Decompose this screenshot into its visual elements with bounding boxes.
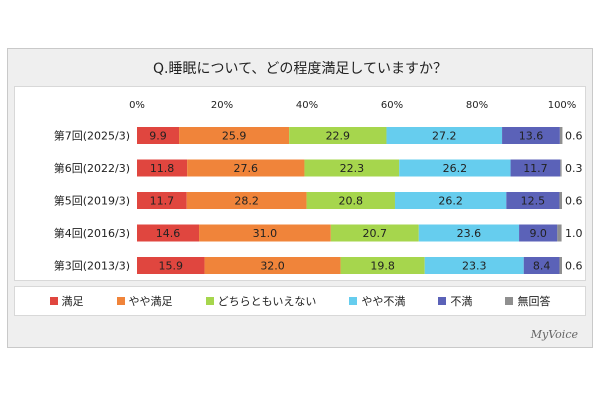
data-label: 22.3 [340,162,365,175]
data-label: 9.0 [529,227,547,240]
bar-segment [204,257,341,274]
chart-title: Q.睡眠について、どの程度満足していますか？ [153,61,447,77]
data-label: 1.0 [565,227,583,240]
bar-segment [418,224,520,242]
data-label: 8.4 [533,260,551,273]
data-label: 15.9 [159,260,184,273]
legend-item: 満足 [49,293,84,309]
plot-area [14,86,586,281]
x-tick-label: 40% [296,100,318,111]
bar-segment [502,127,560,144]
bar-segment [289,127,387,144]
data-label: 27.6 [234,162,259,175]
bar-segment [187,159,305,177]
myvoice-logo: MyVoice [530,328,578,341]
legend-swatch [116,297,125,305]
category-label: 第7回(2025/3) [54,129,130,143]
x-tick-label: 60% [381,100,403,111]
data-label: 26.2 [438,195,463,208]
x-tick-label: 20% [211,100,233,111]
data-label: 27.2 [432,130,457,143]
data-label: 0.6 [565,195,583,208]
bar-segment [340,257,425,274]
bar-segment [137,224,200,242]
data-label: 23.6 [457,227,482,240]
bar-segment [506,192,560,209]
data-label: 11.7 [523,162,548,175]
legend-label: どちらともいえない [217,295,317,308]
data-label: 23.3 [462,260,487,273]
data-label: 28.2 [234,195,259,208]
data-label: 13.6 [519,130,544,143]
data-label: 19.8 [370,260,395,273]
legend-label: 無回答 [517,295,551,308]
bar-segment [559,257,562,274]
category-label: 第3回(2013/3) [54,259,130,273]
bar-segment [137,257,205,274]
data-label: 14.6 [156,227,181,240]
data-label: 0.6 [565,260,583,273]
legend: 満足 やや満足 どちらともいえない やや不満 不満 無回答 [14,286,586,316]
legend-swatch [349,297,358,305]
category-label: 第4回(2016/3) [54,226,130,240]
data-label: 11.8 [150,162,175,175]
data-label: 25.9 [222,130,247,143]
data-label: 11.7 [150,195,175,208]
legend-item: やや不満 [349,293,405,309]
category-label: 第5回(2019/3) [54,194,130,208]
bar-segment [560,159,562,177]
legend-item: やや満足 [116,293,173,309]
bar-segment [306,192,395,209]
data-label: 20.8 [339,195,364,208]
legend-label: やや満足 [128,295,173,308]
bar-segment [424,257,524,274]
legend-swatch [438,297,447,305]
bar-segment [519,224,558,242]
data-label: 32.0 [260,260,285,273]
data-label: 31.0 [253,227,278,240]
data-label: 0.6 [565,130,583,143]
x-tick-label: 0% [129,100,145,111]
data-label: 0.3 [565,162,583,175]
data-label: 26.2 [443,162,468,175]
bar-segment [399,159,511,177]
bar-segment [559,192,562,209]
bar-segment [510,159,561,177]
legend-swatch [505,297,514,305]
legend-item: 不満 [438,293,472,309]
legend-item: どちらともいえない [205,293,317,309]
legend-swatch [49,297,58,305]
bar-segment [186,192,307,209]
data-label: 12.5 [521,195,546,208]
legend-swatch [205,297,214,305]
bar-segment [304,159,400,177]
legend-label: やや不満 [361,295,406,308]
bar-segment [559,127,563,144]
legend-item: 無回答 [505,293,550,309]
data-label: 9.9 [149,130,167,143]
data-label: 22.9 [326,130,351,143]
x-tick-label: 80% [466,100,488,111]
category-label: 第6回(2022/3) [54,161,130,175]
bar-segment [137,159,188,177]
bar-segment [557,224,562,242]
bar-segment [386,127,503,144]
x-tick-label: 100% [548,100,577,111]
bar-segment [199,224,331,242]
bar-segment [137,192,187,209]
legend-label: 満足 [61,295,84,308]
data-label: 20.7 [363,227,388,240]
bar-segment [394,192,507,209]
bar-segment [330,224,419,242]
legend-label: 不満 [450,295,473,308]
bar-segment [523,257,560,274]
bar-segment [137,127,180,144]
bar-segment [179,127,290,144]
